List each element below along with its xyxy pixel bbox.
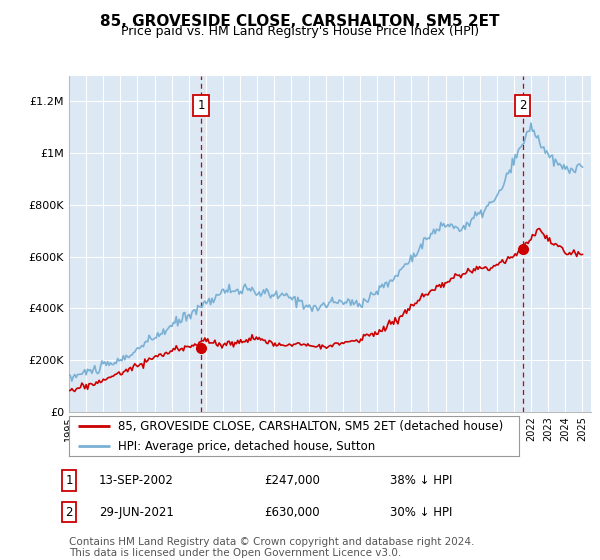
Text: 85, GROVESIDE CLOSE, CARSHALTON, SM5 2ET: 85, GROVESIDE CLOSE, CARSHALTON, SM5 2ET <box>100 14 500 29</box>
Text: 2: 2 <box>65 506 73 519</box>
Text: HPI: Average price, detached house, Sutton: HPI: Average price, detached house, Sutt… <box>119 440 376 453</box>
Text: Contains HM Land Registry data © Crown copyright and database right 2024.
This d: Contains HM Land Registry data © Crown c… <box>69 536 475 558</box>
Text: £630,000: £630,000 <box>264 506 320 519</box>
Text: Price paid vs. HM Land Registry's House Price Index (HPI): Price paid vs. HM Land Registry's House … <box>121 25 479 38</box>
Text: 85, GROVESIDE CLOSE, CARSHALTON, SM5 2ET (detached house): 85, GROVESIDE CLOSE, CARSHALTON, SM5 2ET… <box>119 419 504 433</box>
Text: 13-SEP-2002: 13-SEP-2002 <box>99 474 174 487</box>
Text: 38% ↓ HPI: 38% ↓ HPI <box>390 474 452 487</box>
Text: 30% ↓ HPI: 30% ↓ HPI <box>390 506 452 519</box>
Text: 1: 1 <box>65 474 73 487</box>
Text: 29-JUN-2021: 29-JUN-2021 <box>99 506 174 519</box>
Text: £247,000: £247,000 <box>264 474 320 487</box>
Text: 2: 2 <box>519 99 526 113</box>
Text: 1: 1 <box>197 99 205 113</box>
